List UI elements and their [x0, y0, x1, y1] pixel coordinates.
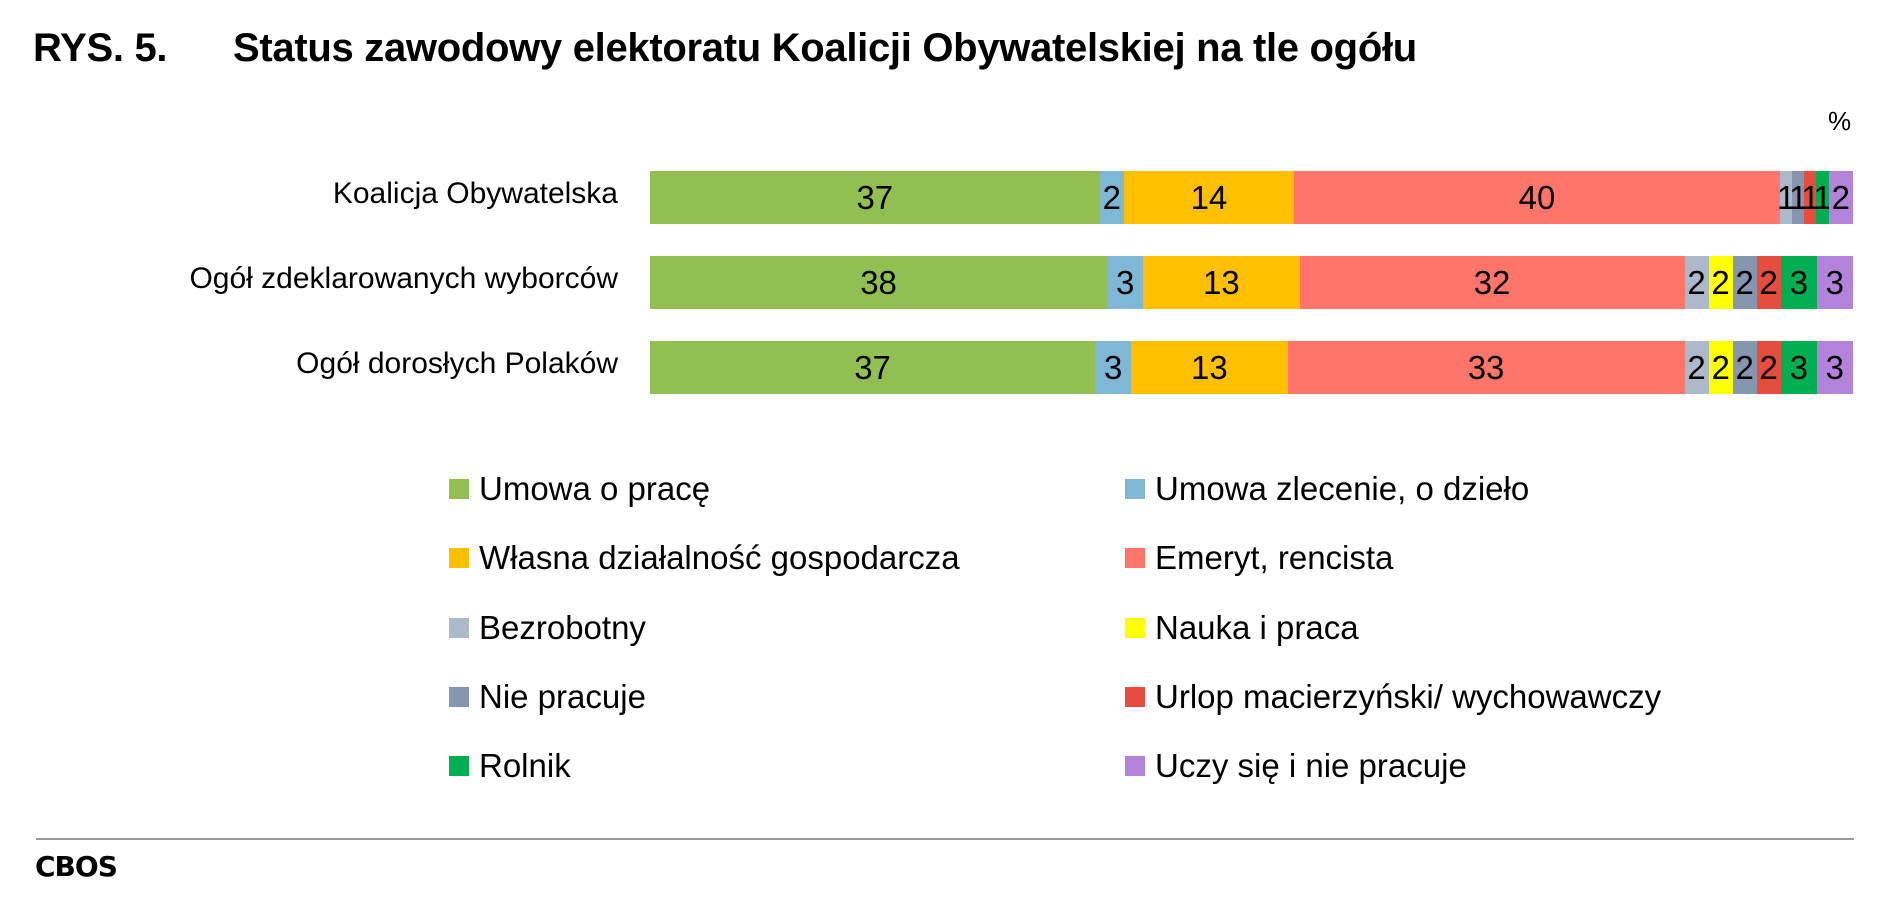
bar-segment: 2 [1756, 256, 1781, 309]
legend-swatch-icon [1125, 479, 1145, 499]
legend-item: Rolnik [449, 746, 571, 786]
bar-segment: 3 [1107, 256, 1144, 309]
bar-segment: 3 [1095, 341, 1132, 394]
unit-label: % [1828, 106, 1852, 136]
legend-label: Emeryt, rencista [1155, 539, 1394, 576]
legend-label: Umowa zlecenie, o dzieło [1155, 470, 1530, 507]
bar-segment: 2 [1684, 341, 1709, 394]
legend-swatch-icon [449, 548, 469, 568]
bar-segment: 1 [1813, 171, 1832, 224]
stacked-bar: 37 3 13 33 2 2 2 2 3 3 [650, 341, 1853, 394]
bar-segment: 2 [1732, 256, 1757, 309]
legend-swatch-icon [449, 618, 469, 638]
bar-segment: 2 [1099, 171, 1124, 224]
bar-segment: 3 [1816, 256, 1853, 309]
legend-label: Nauka i praca [1155, 609, 1359, 646]
legend-item: Bezrobotny [449, 608, 646, 648]
bar-segment: 2 [1732, 341, 1757, 394]
bar-segment: 1 [1777, 171, 1795, 224]
bar-segment: 2 [1828, 171, 1853, 224]
legend-label: Umowa o pracę [479, 470, 711, 507]
legend-item: Nie pracuje [449, 677, 646, 717]
legend-label: Nie pracuje [479, 678, 646, 715]
chart-title: RYS. 5. Status zawodowy elektoratu Koalic… [33, 26, 1417, 71]
bar-segment: 32 [1299, 256, 1685, 309]
legend-swatch-icon [449, 479, 469, 499]
legend-item: Nauka i praca [1125, 608, 1359, 648]
row-label: Ogół zdeklarowanych wyborców [189, 262, 618, 295]
bar-segment: 1 [1801, 171, 1820, 224]
legend-swatch-icon [1125, 756, 1145, 776]
bar-segment: 3 [1780, 341, 1817, 394]
row-label: Ogół dorosłych Polaków [296, 347, 618, 380]
bar-segment: 3 [1780, 256, 1817, 309]
title-text: Status zawodowy elektoratu Koalicji Obyw… [233, 26, 1417, 70]
bar-segment: 13 [1143, 256, 1300, 309]
legend-label: Rolnik [479, 747, 571, 784]
legend-swatch-icon [449, 756, 469, 776]
legend-swatch-icon [1125, 548, 1145, 568]
stacked-bar: 37 2 14 40 1 1 1 1 2 [650, 171, 1853, 224]
figure-number: RYS. 5. [33, 26, 168, 70]
source-label: CBOS [35, 850, 118, 883]
legend-label: Uczy się i nie pracuje [1155, 747, 1467, 784]
bar-segment: 2 [1708, 341, 1733, 394]
bar-segment: 2 [1684, 256, 1709, 309]
legend-item: Uczy się i nie pracuje [1125, 746, 1467, 786]
legend-item: Umowa zlecenie, o dzieło [1125, 469, 1529, 509]
legend-label: Urlop macierzyński/ wychowawczy [1155, 678, 1662, 715]
legend-label: Własna działalność gospodarcza [479, 539, 960, 576]
stacked-bar: 38 3 13 32 2 2 2 2 3 3 [650, 256, 1853, 309]
legend-swatch-icon [1125, 687, 1145, 707]
legend-item: Własna działalność gospodarcza [449, 538, 960, 578]
footer-divider [36, 838, 1854, 840]
bar-segment: 33 [1287, 341, 1685, 394]
legend-item: Urlop macierzyński/ wychowawczy [1125, 677, 1661, 717]
bar-segment: 40 [1294, 171, 1781, 224]
legend-swatch-icon [449, 687, 469, 707]
legend-swatch-icon [1125, 618, 1145, 638]
bar-segment: 2 [1708, 256, 1733, 309]
bar-segment: 38 [650, 256, 1108, 309]
bar-segment: 14 [1123, 171, 1294, 224]
bar-segment: 13 [1131, 341, 1288, 394]
bar-segment: 3 [1816, 341, 1853, 394]
bar-segment: 37 [650, 171, 1100, 224]
legend-label: Bezrobotny [479, 609, 646, 646]
bar-segment: 1 [1789, 171, 1807, 224]
bar-segment: 2 [1756, 341, 1781, 394]
legend-item: Umowa o pracę [449, 469, 710, 509]
bar-segment: 37 [650, 341, 1096, 394]
legend-item: Emeryt, rencista [1125, 538, 1393, 578]
row-label: Koalicja Obywatelska [332, 177, 618, 210]
